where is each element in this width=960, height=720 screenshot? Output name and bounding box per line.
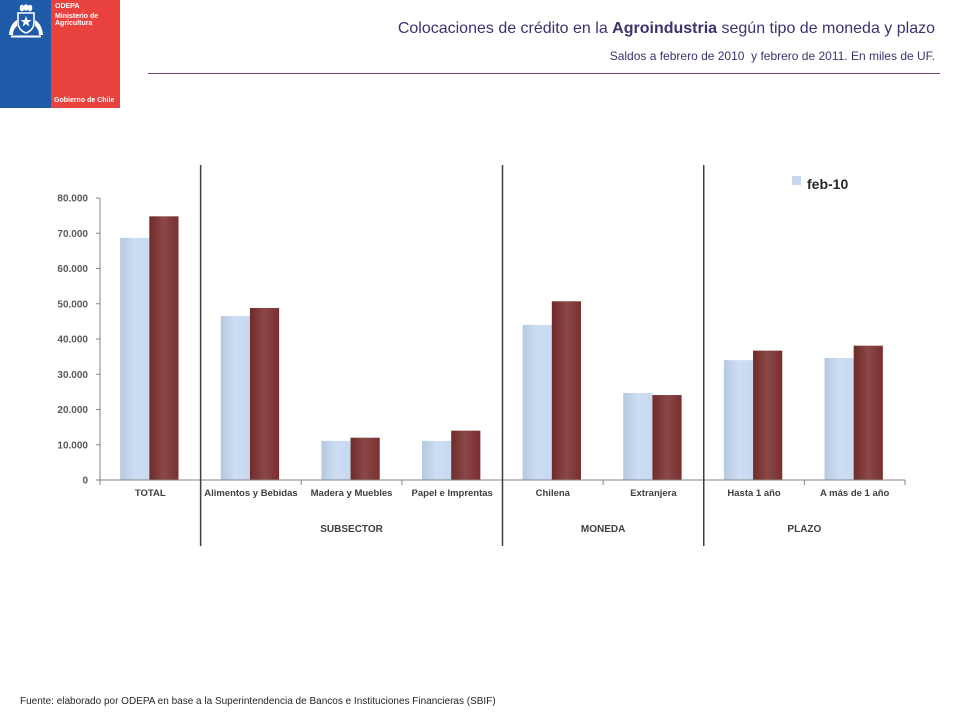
group-label: SUBSECTOR [320,524,383,535]
bar-series-2 [753,350,783,480]
title-highlight: Agroindustria [612,20,718,37]
y-tick-label: 70.000 [57,229,88,240]
group-label: MONEDA [581,524,625,535]
bar-series-2 [551,301,581,480]
bar-series-1 [522,324,552,480]
bar-series-1 [824,358,854,481]
x-category-label: Hasta 1 año [727,488,781,499]
bar-series-1 [120,237,150,480]
y-tick-label: 80.000 [57,194,88,205]
x-category-label: Extranjera [630,488,677,499]
bar-series-2 [249,307,280,480]
bar-series-2 [652,395,682,480]
logo-government-name: Gobierno de Chile [54,97,115,104]
x-category-label: Alimentos y Bebidas [204,488,297,499]
bar-series-2 [451,430,481,480]
bar-series-1 [220,316,250,480]
bar-series-1 [723,360,754,480]
logo-ministry-line-1: Ministerio de [55,13,99,20]
legend-swatch [792,176,801,185]
group-label: PLAZO [787,524,821,535]
y-tick-label: 50.000 [57,299,88,310]
logo-org-name: ODEPA [55,3,80,10]
x-category-label: Papel e Imprentas [412,488,493,499]
bar-chart: 0 10.000 20.000 30.000 40.000 50.000 60.000 70.… [57,165,906,546]
title-text-end: según tipo de moneda y plazo [717,20,936,37]
bar-series-1 [422,440,452,480]
x-category-label: Madera y Muebles [311,488,393,499]
y-tick-label: 10.000 [57,440,88,451]
y-tick-label: 40.000 [57,335,88,346]
x-category-label: Chilena [536,488,571,499]
y-tick-label: 0 [82,476,88,487]
bar-series-2 [350,437,380,480]
ministry-logo: ODEPA Ministerio de Agricultura Gobierno… [0,0,120,108]
y-tick-label: 30.000 [57,370,88,381]
source-note: Fuente: elaborado por ODEPA en base a la… [20,696,496,707]
x-category-label: TOTAL [135,488,166,499]
bar-series-1 [321,440,351,480]
legend-label: feb-10 [807,176,848,192]
coat-of-arms-icon [9,4,43,38]
bar-series-1 [623,392,653,480]
bar-series-2 [853,345,883,480]
logo-red-panel [51,0,120,108]
title-text-start: Colocaciones de crédito en la [397,20,613,37]
logo-ministry-line-2: Agricultura [55,20,93,27]
bar-series-2 [149,216,179,480]
header-divider [148,73,940,74]
slide-title: Colocaciones de crédito en la Agroindust… [398,19,935,38]
y-tick-label: 20.000 [57,405,88,416]
x-category-label: A más de 1 año [820,488,890,499]
slide-subtitle: Saldos a febrero de 2010 y febrero de 20… [609,49,935,63]
y-tick-label: 60.000 [57,264,88,275]
